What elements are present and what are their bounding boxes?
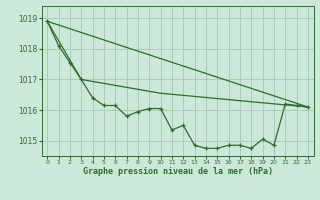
X-axis label: Graphe pression niveau de la mer (hPa): Graphe pression niveau de la mer (hPa)	[83, 167, 273, 176]
